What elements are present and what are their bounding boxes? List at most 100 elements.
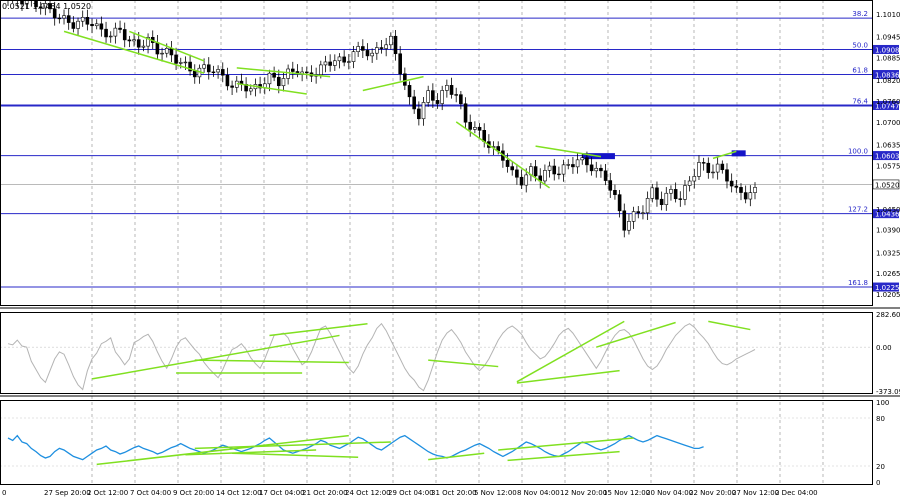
candle-body — [743, 192, 748, 200]
candle-body — [655, 187, 659, 200]
rsi-y-tick-label: 20 — [876, 463, 885, 471]
cci-divergence-line — [516, 320, 625, 383]
candle-body — [599, 167, 603, 172]
candle-body — [52, 8, 57, 19]
candle-body — [24, 0, 29, 5]
fib-ratio-label: 61.8 — [852, 67, 868, 75]
candle-body — [753, 187, 757, 193]
cci-divergence-line — [596, 321, 676, 348]
candle-body — [370, 52, 374, 57]
divergence-line — [362, 75, 424, 92]
candle-body — [431, 90, 435, 101]
candle-body — [127, 39, 132, 42]
candle-body — [683, 185, 687, 200]
candle-body — [473, 127, 477, 130]
current-price-label: 1.0520 — [875, 181, 900, 189]
fib-price-badge-label: 1.0747 — [875, 102, 900, 110]
candle-body — [104, 28, 108, 38]
y-tick-label: 1.0760 — [876, 98, 900, 106]
candle-body — [669, 189, 673, 194]
divergence-line — [535, 145, 602, 158]
fib-ratio-label: 50.0 — [852, 41, 868, 49]
y-tick-label: 1.1010 — [876, 11, 900, 19]
fib-price-badge-label: 1.0436 — [875, 211, 900, 219]
candle-body — [617, 194, 622, 212]
x-tick-label: 0 — [2, 489, 6, 497]
candle-body — [57, 17, 62, 20]
fib-ratio-label: 100.0 — [848, 148, 868, 156]
cci-divergence-line — [91, 334, 340, 380]
x-tick-label: 17 Oct 04:00 — [259, 489, 305, 497]
candle-body — [608, 180, 613, 191]
candle-body — [90, 23, 94, 27]
candle-body — [132, 39, 136, 42]
cci-divergence-line — [194, 359, 349, 364]
candle-body — [188, 61, 192, 72]
candle-body — [43, 3, 48, 9]
candle-body — [454, 94, 459, 96]
fib-price-badge — [873, 282, 899, 292]
candle-body — [178, 62, 183, 64]
candle-body — [445, 85, 449, 91]
x-tick-label: 27 Nov 12:00 — [732, 489, 779, 497]
candle-body — [543, 170, 547, 182]
candle-body — [328, 61, 332, 66]
candle-body — [122, 29, 127, 41]
price-candles — [7, 0, 757, 238]
candle-body — [435, 100, 440, 104]
candle-body — [333, 60, 337, 66]
candle-body — [734, 185, 739, 188]
y-tick-label: 1.0700 — [876, 119, 900, 127]
divergence-line — [236, 67, 331, 78]
candle-body — [524, 174, 529, 186]
fib-price-badge — [873, 70, 899, 80]
fib-price-badge — [873, 209, 899, 219]
x-tick-label: 14 Oct 12:00 — [216, 489, 262, 497]
cci-y-tick-label: 0.00 — [876, 344, 892, 352]
x-tick-label: 9 Oct 20:00 — [173, 489, 214, 497]
ohlc-header: 0.0521 1.0484 1.0520 — [2, 2, 91, 11]
candle-body — [706, 162, 711, 173]
x-tick-label: 12 Nov 20:00 — [560, 489, 607, 497]
y-tick-label: 1.0635 — [876, 141, 900, 149]
candle-body — [192, 70, 197, 78]
y-tick-label: 1.0325 — [876, 249, 900, 257]
fib-ratio-label: 161.8 — [848, 279, 868, 287]
candle-body — [379, 47, 384, 49]
candle-body — [449, 85, 454, 95]
candle-body — [417, 108, 421, 120]
fib-ratio-label: 127.2 — [848, 206, 868, 214]
candle-body — [356, 46, 360, 52]
candle-body — [510, 166, 515, 171]
rsi-y-tick-label: 0 — [876, 479, 880, 487]
candle-body — [347, 61, 351, 63]
divergence-line — [236, 82, 307, 95]
candle-body — [519, 176, 524, 186]
candle-body — [701, 162, 706, 164]
divergence-line — [712, 150, 737, 160]
candle-body — [711, 171, 715, 174]
candle-body — [659, 198, 664, 206]
candle-body — [627, 221, 631, 231]
candle-body — [62, 15, 66, 19]
candle-body — [697, 162, 701, 177]
fib-price-badge-label: 1.0603 — [875, 153, 900, 161]
candle-body — [71, 22, 76, 29]
candle-body — [720, 163, 725, 171]
panel-frame — [0, 312, 873, 394]
candle-body — [533, 166, 538, 177]
rsi-divergence-line — [96, 434, 349, 466]
candle-body — [183, 61, 188, 64]
candle-body — [557, 173, 561, 176]
x-tick-label: 20 Nov 04:00 — [646, 489, 693, 497]
candle-body — [398, 53, 402, 75]
candle-body — [585, 157, 589, 166]
x-tick-label: 15 Nov 12:00 — [603, 489, 650, 497]
candle-body — [566, 164, 571, 166]
candle-body — [547, 165, 552, 171]
rsi-divergence-line — [428, 452, 485, 461]
candle-body — [645, 198, 650, 214]
x-tick-label: 2 Oct 12:00 — [87, 489, 128, 497]
